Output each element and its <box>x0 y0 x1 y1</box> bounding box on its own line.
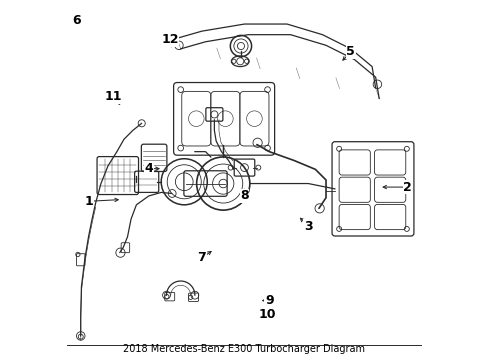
Text: 1: 1 <box>85 195 93 208</box>
Text: 12: 12 <box>161 33 179 46</box>
Text: 9: 9 <box>264 294 273 307</box>
Text: 2018 Mercedes-Benz E300 Turbocharger Diagram: 2018 Mercedes-Benz E300 Turbocharger Dia… <box>123 345 365 355</box>
Text: 4: 4 <box>144 162 153 175</box>
Text: 7: 7 <box>197 252 206 265</box>
Text: 8: 8 <box>240 189 248 202</box>
Text: 11: 11 <box>104 90 122 103</box>
Text: 10: 10 <box>258 308 276 321</box>
Text: 3: 3 <box>304 220 312 233</box>
Text: 2: 2 <box>402 181 411 194</box>
Text: 6: 6 <box>72 14 81 27</box>
Text: 5: 5 <box>346 45 354 58</box>
